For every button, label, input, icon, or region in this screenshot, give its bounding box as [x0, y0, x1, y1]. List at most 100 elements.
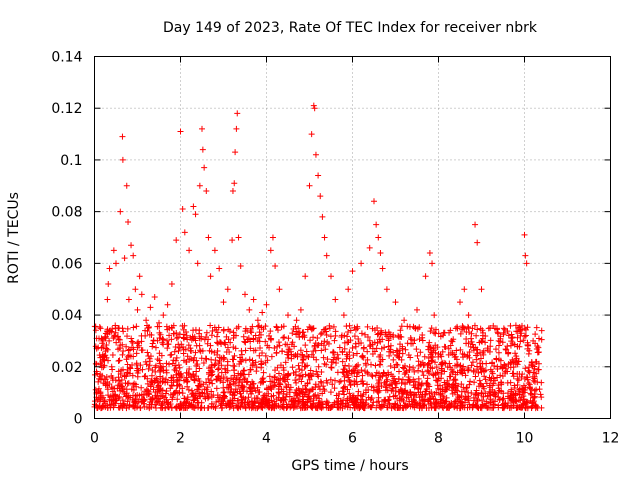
data-point-band [475, 369, 482, 376]
data-point-band [248, 398, 255, 405]
data-point-band [254, 323, 261, 330]
data-point-band [425, 368, 432, 375]
data-point-band [307, 398, 314, 405]
data-point-band [421, 391, 428, 398]
data-point-band [259, 379, 266, 386]
data-point-band [524, 398, 531, 405]
data-point [108, 363, 115, 370]
data-point-band [419, 368, 426, 375]
data-point-band [157, 331, 164, 338]
data-point-band [218, 369, 225, 376]
data-point-band [250, 336, 257, 343]
data-point-band [504, 368, 511, 375]
data-point-band [105, 392, 112, 399]
data-point-band [145, 324, 152, 331]
data-point-band [158, 352, 165, 359]
data-point [308, 131, 315, 138]
chart-title: Day 149 of 2023, Rate Of TEC Index for r… [163, 20, 538, 36]
data-point [233, 125, 240, 132]
data-point-band [320, 326, 327, 333]
data-point-band [243, 388, 250, 395]
data-point-band [444, 364, 451, 371]
data-point-band [221, 389, 228, 396]
data-point-band [230, 397, 237, 404]
data-point-band [115, 357, 122, 364]
data-point-band [324, 339, 331, 346]
data-point-band [435, 375, 442, 382]
data-point-band [434, 344, 441, 351]
data-point-band [352, 395, 359, 402]
data-point-band [495, 349, 502, 356]
data-point-band [269, 401, 276, 408]
data-point-band [428, 353, 435, 360]
data-point-band [369, 373, 376, 380]
data-point-band [295, 397, 302, 404]
data-point [203, 187, 210, 194]
data-point [349, 268, 356, 275]
data-point-band [327, 405, 334, 412]
data-point-band [506, 395, 513, 402]
data-point-band [521, 333, 528, 340]
data-point-band [355, 369, 362, 376]
data-point-band [252, 405, 259, 412]
data-point [375, 234, 382, 241]
data-point-band [111, 392, 118, 399]
data-point-band [180, 343, 187, 350]
data-point-band [410, 396, 417, 403]
data-point-band [486, 348, 493, 355]
data-point-band [299, 373, 306, 380]
data-point-band [214, 333, 221, 340]
data-point-band [535, 344, 542, 351]
data-point-band [498, 381, 505, 388]
data-point-band [192, 349, 199, 356]
data-point-band [244, 378, 251, 385]
data-point-band [210, 392, 217, 399]
data-point-band [159, 335, 166, 342]
data-point-band [362, 361, 369, 368]
data-point-band [447, 342, 454, 349]
data-point-band [398, 323, 405, 330]
data-point-band [359, 353, 366, 360]
data-point-band [248, 329, 255, 336]
data-point [263, 301, 270, 308]
data-point-band [234, 388, 241, 395]
data-point-band [211, 362, 218, 369]
data-point-band [518, 374, 525, 381]
data-point-band [445, 345, 452, 352]
data-point-band [508, 331, 515, 338]
data-point-band [415, 358, 422, 365]
y-tick-label: 0.02 [51, 360, 82, 376]
data-point-band [446, 373, 453, 380]
data-point-band [358, 330, 365, 337]
data-point-band [252, 398, 259, 405]
data-point-band [187, 345, 194, 352]
data-point-band [360, 391, 367, 398]
data-point-band [108, 384, 115, 391]
data-point-band [180, 350, 187, 357]
data-point-band [419, 337, 426, 344]
data-point-band [497, 357, 504, 364]
data-point-band [340, 366, 347, 373]
data-point-band [394, 351, 401, 358]
data-point-band [367, 404, 374, 411]
data-point [269, 234, 276, 241]
data-point-band [479, 401, 486, 408]
data-point [377, 250, 384, 257]
data-point-band [162, 390, 169, 397]
data-point [136, 273, 143, 280]
data-point-band [315, 399, 322, 406]
data-point-band [289, 401, 296, 408]
data-point-band [438, 361, 445, 368]
data-point-band [166, 325, 173, 332]
data-point-band [334, 369, 341, 376]
data-point-band [359, 399, 366, 406]
data-point-band [398, 356, 405, 363]
data-point-band [280, 334, 287, 341]
data-point-band [184, 353, 191, 360]
data-point-band [509, 359, 516, 366]
data-point [192, 211, 199, 218]
data-point-band [297, 347, 304, 354]
data-point-band [213, 385, 220, 392]
data-point-band [457, 346, 464, 353]
